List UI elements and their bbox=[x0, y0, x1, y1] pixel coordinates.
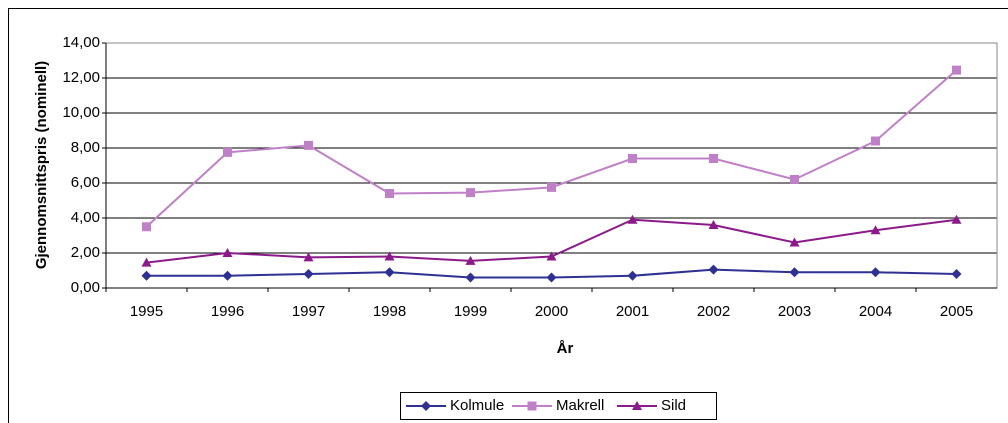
data-point bbox=[303, 252, 314, 262]
legend-marker bbox=[421, 401, 431, 411]
x-tick-label: 2002 bbox=[697, 303, 730, 320]
legend-label: Kolmule bbox=[450, 397, 504, 414]
data-point bbox=[952, 65, 961, 75]
y-tick-label: 4,00 bbox=[71, 209, 100, 226]
data-point bbox=[870, 267, 881, 278]
data-point bbox=[384, 251, 395, 261]
y-tick-label: 10,00 bbox=[62, 104, 100, 121]
data-point bbox=[384, 267, 395, 278]
data-point bbox=[708, 264, 719, 275]
data-point bbox=[547, 182, 556, 192]
y-tick-label: 2,00 bbox=[71, 244, 100, 261]
data-point bbox=[708, 220, 719, 229]
data-point bbox=[141, 257, 152, 267]
legend-marker bbox=[632, 401, 642, 410]
y-tick-label: 8,00 bbox=[71, 139, 100, 156]
data-point bbox=[385, 189, 394, 198]
plot-frame bbox=[105, 42, 998, 289]
x-tick-label: 1999 bbox=[454, 303, 487, 320]
data-point bbox=[627, 270, 638, 281]
data-point bbox=[789, 267, 800, 278]
data-point bbox=[142, 222, 151, 232]
chart-frame bbox=[8, 8, 1008, 423]
data-point bbox=[627, 214, 638, 224]
x-tick-label: 1995 bbox=[130, 303, 163, 320]
y-tick-label: 0,00 bbox=[71, 279, 100, 296]
x-tick-label: 2005 bbox=[940, 303, 973, 320]
y-tick-label: 6,00 bbox=[71, 174, 100, 191]
x-axis-title: År bbox=[557, 340, 574, 357]
data-point bbox=[951, 214, 962, 224]
data-point bbox=[465, 272, 476, 283]
data-point bbox=[465, 255, 476, 265]
x-tick-label: 1998 bbox=[373, 303, 406, 320]
data-point bbox=[709, 154, 718, 163]
x-tick-label: 2001 bbox=[616, 303, 649, 320]
y-tick-label: 12,00 bbox=[62, 69, 100, 86]
data-point bbox=[303, 269, 314, 279]
legend-label: Sild bbox=[661, 397, 686, 414]
data-point bbox=[304, 140, 313, 150]
data-point bbox=[951, 269, 962, 279]
data-point bbox=[871, 136, 880, 146]
data-point bbox=[222, 248, 233, 257]
data-point bbox=[222, 270, 233, 281]
legend-label: Makrell bbox=[556, 397, 604, 414]
legend-box bbox=[400, 392, 717, 420]
y-tick-label: 14,00 bbox=[62, 34, 100, 51]
data-point bbox=[223, 147, 232, 157]
data-point bbox=[141, 270, 152, 281]
data-point bbox=[870, 225, 881, 235]
legend-marker bbox=[527, 401, 537, 411]
x-tick-label: 2003 bbox=[778, 303, 811, 320]
data-point bbox=[546, 251, 557, 261]
x-tick-label: 1996 bbox=[211, 303, 244, 320]
data-point bbox=[789, 237, 800, 247]
data-point bbox=[628, 154, 637, 163]
y-axis-title: Gjennomsnittspris (nominell) bbox=[33, 61, 50, 269]
x-tick-label: 2000 bbox=[535, 303, 568, 320]
data-point bbox=[790, 175, 799, 184]
x-tick-label: 1997 bbox=[292, 303, 325, 320]
data-point bbox=[466, 188, 475, 198]
data-point bbox=[546, 272, 557, 283]
x-tick-label: 2004 bbox=[859, 303, 892, 320]
